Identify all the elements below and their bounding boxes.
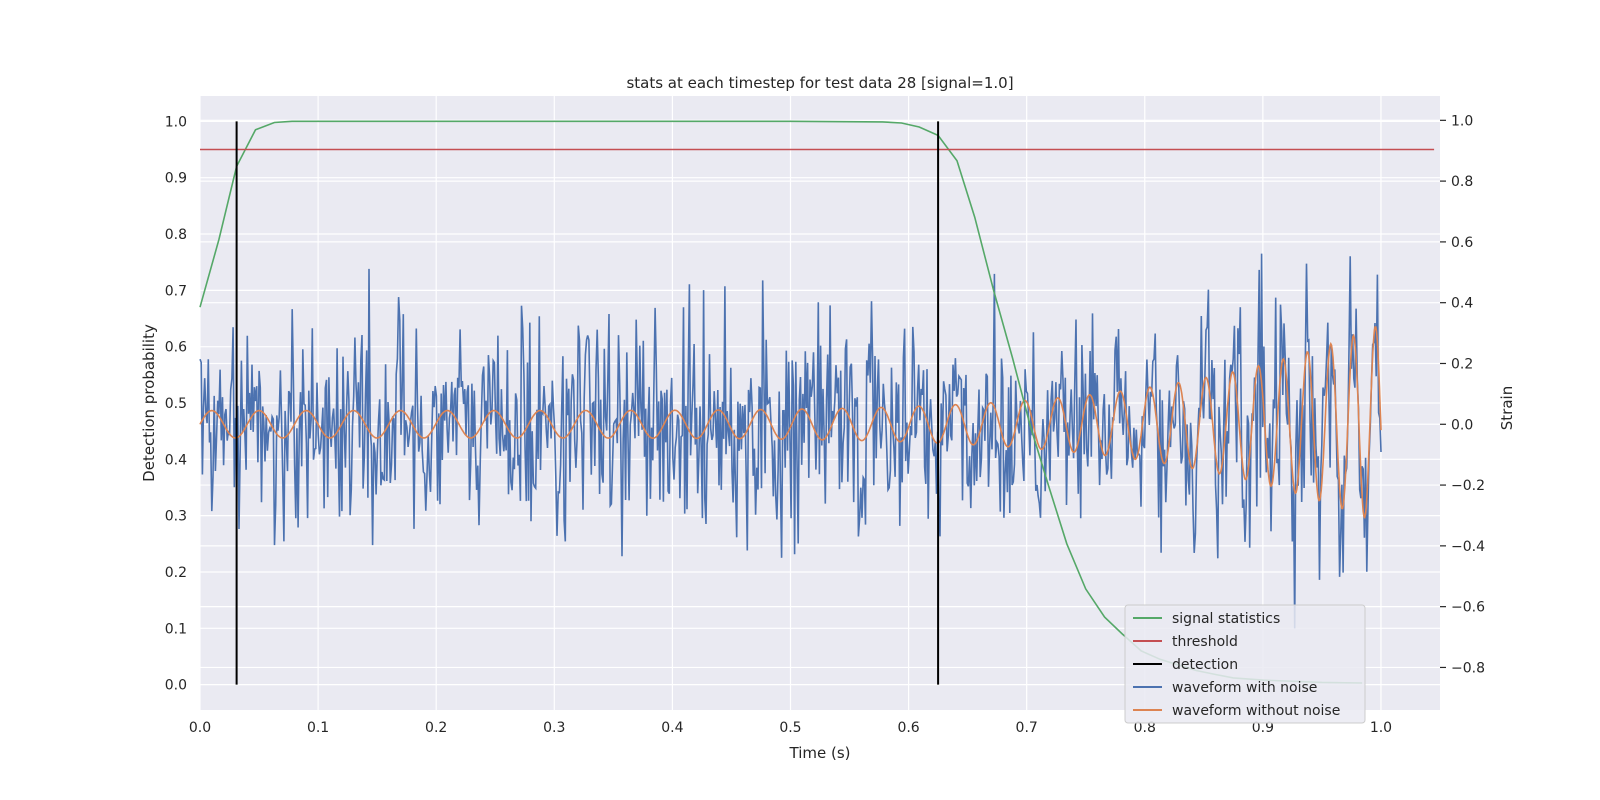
- x-tick-label: 0.5: [779, 720, 801, 736]
- legend-label: detection: [1172, 657, 1238, 673]
- y-tick-label: 0.7: [165, 283, 187, 299]
- y2-tick-label: −0.4: [1451, 539, 1485, 555]
- y2-tick-label: −0.2: [1451, 478, 1485, 494]
- y2-tick-label: 0.8: [1451, 174, 1473, 190]
- waveform-with-noise-line: [199, 253, 1382, 629]
- legend-label: signal statistics: [1172, 611, 1280, 627]
- x-tick-label: 0.8: [1134, 720, 1156, 736]
- x-tick-label: 1.0: [1370, 720, 1392, 736]
- y-tick-label: 0.2: [165, 565, 187, 581]
- x-tick-label: 0.7: [1016, 720, 1038, 736]
- x-tick-label: 0.4: [661, 720, 683, 736]
- y-tick-label: 0.9: [165, 171, 187, 187]
- y2-tick-label: 0.2: [1451, 356, 1473, 372]
- y-tick-label: 0.8: [165, 227, 187, 243]
- y2-tick-label: −0.8: [1451, 660, 1485, 676]
- y-axis-ticks: 0.0 0.1 0.2 0.3 0.4 0.5 0.6 0.7 0.8 0.9 1.0: [165, 114, 187, 693]
- x-tick-label: 0.3: [543, 720, 565, 736]
- x-tick-label: 0.1: [307, 720, 329, 736]
- legend-label: threshold: [1172, 634, 1238, 650]
- y2-tick-label: 1.0: [1451, 113, 1473, 129]
- detection-lines: [235, 121, 940, 685]
- y-axis-label: Detection probability: [140, 324, 158, 482]
- x-axis-label: Time (s): [789, 744, 851, 762]
- y-tick-label: 0.1: [165, 621, 187, 637]
- waveform-without-noise-line: [199, 326, 1382, 520]
- y-tick-label: 0.5: [165, 396, 187, 412]
- chart-title: stats at each timestep for test data 28 …: [626, 74, 1013, 92]
- x-tick-label: 0.0: [189, 720, 211, 736]
- y-tick-label: 1.0: [165, 114, 187, 130]
- legend-box: [1124, 604, 1366, 724]
- y-tick-label: 0.4: [165, 452, 187, 468]
- y-tick-label: 0.6: [165, 340, 187, 356]
- y-tick-label: 0.0: [165, 678, 187, 694]
- x-tick-label: 0.2: [425, 720, 447, 736]
- y-tick-label: 0.3: [165, 509, 187, 525]
- y2-tick-label: −0.6: [1451, 600, 1485, 616]
- legend-label: waveform with noise: [1172, 680, 1317, 696]
- x-tick-label: 0.6: [897, 720, 919, 736]
- x-tick-label: 0.9: [1252, 720, 1274, 736]
- y2-axis-label: Strain: [1498, 386, 1516, 430]
- x-axis-ticks: 0.0 0.1 0.2 0.3 0.4 0.5 0.6 0.7 0.8 0.9 1.0: [189, 720, 1392, 736]
- legend: signal statistics threshold detection wavef…: [1124, 604, 1366, 724]
- legend-label: waveform without noise: [1172, 703, 1340, 719]
- y2-tick-label: 0.0: [1451, 417, 1473, 433]
- y2-axis-ticks: −0.8 −0.6 −0.4 −0.2 0.0 0.2 0.4 0.6 0.8 1.0: [1440, 113, 1485, 676]
- y2-tick-label: 0.6: [1451, 235, 1473, 251]
- y2-tick-label: 0.4: [1451, 296, 1473, 312]
